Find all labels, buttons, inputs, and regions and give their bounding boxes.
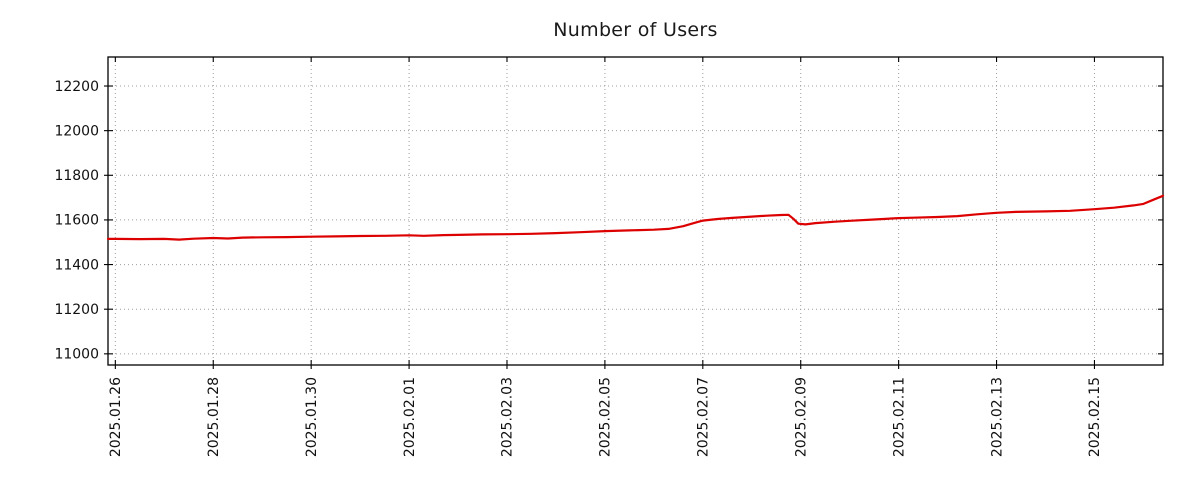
x-tick-label: 2025.01.30 (304, 377, 320, 457)
x-tick-label: 2025.01.28 (206, 377, 222, 457)
x-tick-label: 2025.02.01 (402, 377, 418, 457)
x-tick-label: 2025.02.03 (500, 377, 516, 457)
chart-title: Number of Users (553, 19, 718, 41)
y-tick-label: 11600 (54, 213, 99, 229)
x-tick-label: 2025.02.07 (696, 377, 712, 457)
plot-border (107, 56, 1164, 366)
y-tick-label: 12000 (54, 123, 99, 139)
y-tick-label: 11800 (54, 168, 99, 184)
x-tick-label: 2025.02.15 (1087, 377, 1103, 457)
users-series-line (106, 194, 1165, 241)
x-tick-label: 2025.02.05 (598, 377, 614, 457)
x-tick-label: 2025.02.13 (989, 377, 1005, 457)
y-tick-label: 11000 (54, 347, 99, 363)
x-tick-label: 2025.01.26 (108, 377, 124, 457)
y-tick-label: 11200 (54, 302, 99, 318)
x-tick-label: 2025.02.09 (793, 377, 809, 457)
y-tick-label: 12200 (54, 79, 99, 95)
y-tick-label: 11400 (54, 257, 99, 273)
x-tick-label: 2025.02.11 (891, 377, 907, 457)
